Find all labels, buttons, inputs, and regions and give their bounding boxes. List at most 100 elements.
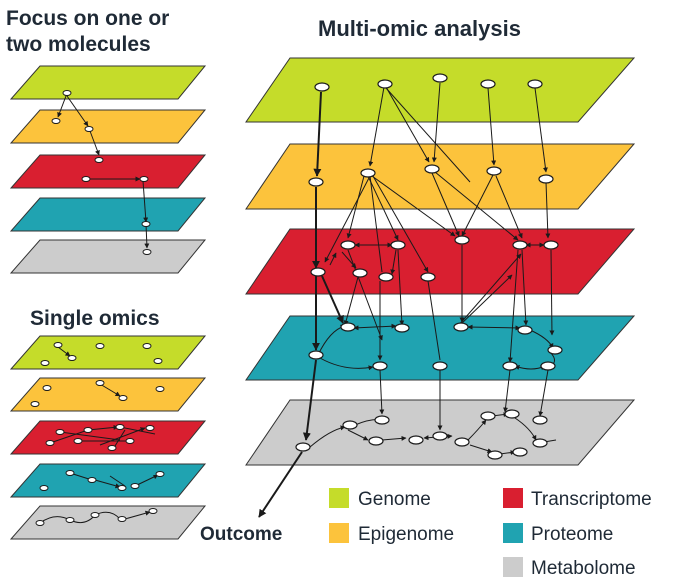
multi-node <box>295 442 311 452</box>
multi-node <box>408 435 424 445</box>
single-plane-proteome <box>9 463 207 498</box>
single-node <box>117 516 127 522</box>
focus-plane-genome <box>9 65 207 100</box>
multi-node <box>308 350 324 360</box>
single-omics-stack <box>9 335 207 540</box>
legend-label-proteome: Proteome <box>531 524 613 545</box>
single-node <box>117 485 127 491</box>
single-node <box>130 483 140 489</box>
multi-plane-proteome <box>245 315 636 381</box>
focus-stack <box>9 65 207 274</box>
focus-node <box>51 118 61 124</box>
single-node <box>39 485 49 491</box>
single-node <box>90 512 100 518</box>
legend-swatch-genome <box>329 488 349 508</box>
focus-plane-metabolome <box>9 239 207 274</box>
single-node <box>67 355 77 361</box>
focus-plane-proteome <box>9 197 207 232</box>
single-node <box>30 401 40 407</box>
single-node <box>155 386 165 392</box>
multi-node <box>502 361 518 371</box>
multi-node <box>377 79 393 89</box>
multi-node <box>310 267 326 277</box>
multi-node <box>454 437 470 447</box>
single-node <box>95 343 105 349</box>
multi-node <box>374 415 390 425</box>
multi-node <box>352 268 368 278</box>
multi-node <box>368 436 384 446</box>
single-plane-epigenome <box>9 377 207 412</box>
multi-node <box>340 322 356 332</box>
focus-node <box>142 249 152 255</box>
single-omics-heading: Single omics <box>30 307 160 330</box>
multi-omic-heading: Multi-omic analysis <box>318 16 521 41</box>
multi-node <box>480 79 496 89</box>
outcome-label: Outcome <box>200 524 282 545</box>
multi-node <box>420 272 436 282</box>
single-node <box>118 395 128 401</box>
legend-swatch-transcriptome <box>503 488 523 508</box>
single-node <box>153 358 163 364</box>
focus-node <box>84 126 94 132</box>
focus-heading-line2: two molecules <box>6 33 151 56</box>
multi-node <box>512 447 528 457</box>
single-node <box>73 438 83 444</box>
legend-label-epigenome: Epigenome <box>358 524 454 545</box>
legend-label-metabolome: Metabolome <box>531 558 636 579</box>
single-node <box>142 343 152 349</box>
focus-plane-transcriptome <box>9 154 207 189</box>
multi-node <box>308 177 324 187</box>
multi-node <box>314 82 330 92</box>
multi-node <box>432 431 448 441</box>
multi-node <box>432 73 448 83</box>
multi-node <box>480 411 496 421</box>
legend-swatch-metabolome <box>503 557 523 577</box>
multi-node <box>547 345 563 355</box>
single-node <box>145 425 155 431</box>
multi-node <box>360 168 376 178</box>
multi-node <box>532 415 548 425</box>
multi-node <box>453 322 469 332</box>
single-node <box>87 477 97 483</box>
legend-swatch-proteome <box>503 523 523 543</box>
multi-node <box>487 450 503 460</box>
single-node <box>155 471 165 477</box>
single-node <box>148 508 158 514</box>
focus-node <box>139 176 149 182</box>
multi-plane-genome <box>245 57 636 123</box>
focus-plane-epigenome <box>9 109 207 144</box>
multi-node <box>504 409 520 419</box>
multi-node <box>340 240 356 250</box>
multi-node <box>432 361 448 371</box>
single-node <box>40 360 50 366</box>
multi-node <box>378 272 394 282</box>
multi-node <box>390 240 406 250</box>
single-node <box>115 424 125 430</box>
single-plane-metabolome <box>9 505 207 540</box>
multi-plane-transcriptome <box>245 228 636 295</box>
single-node <box>125 438 135 444</box>
multi-omic-stack <box>245 57 636 518</box>
multi-node <box>342 420 358 430</box>
single-node <box>107 445 117 451</box>
multi-node <box>538 174 554 184</box>
multi-node <box>394 323 410 333</box>
legend: Genome Epigenome Transcriptome Proteome … <box>329 488 652 579</box>
multi-node <box>372 361 388 371</box>
focus-heading-line1: Focus on one or <box>6 7 169 30</box>
focus-node <box>62 90 72 96</box>
single-node <box>35 520 45 526</box>
single-node <box>42 385 52 391</box>
focus-node <box>141 221 151 227</box>
single-node <box>83 427 93 433</box>
single-node <box>65 517 75 523</box>
single-node <box>53 342 63 348</box>
multi-node <box>527 79 543 89</box>
single-node <box>45 440 55 446</box>
multi-node <box>512 240 528 250</box>
multi-node <box>424 164 440 174</box>
multi-node <box>532 438 548 448</box>
multi-node <box>540 361 556 371</box>
